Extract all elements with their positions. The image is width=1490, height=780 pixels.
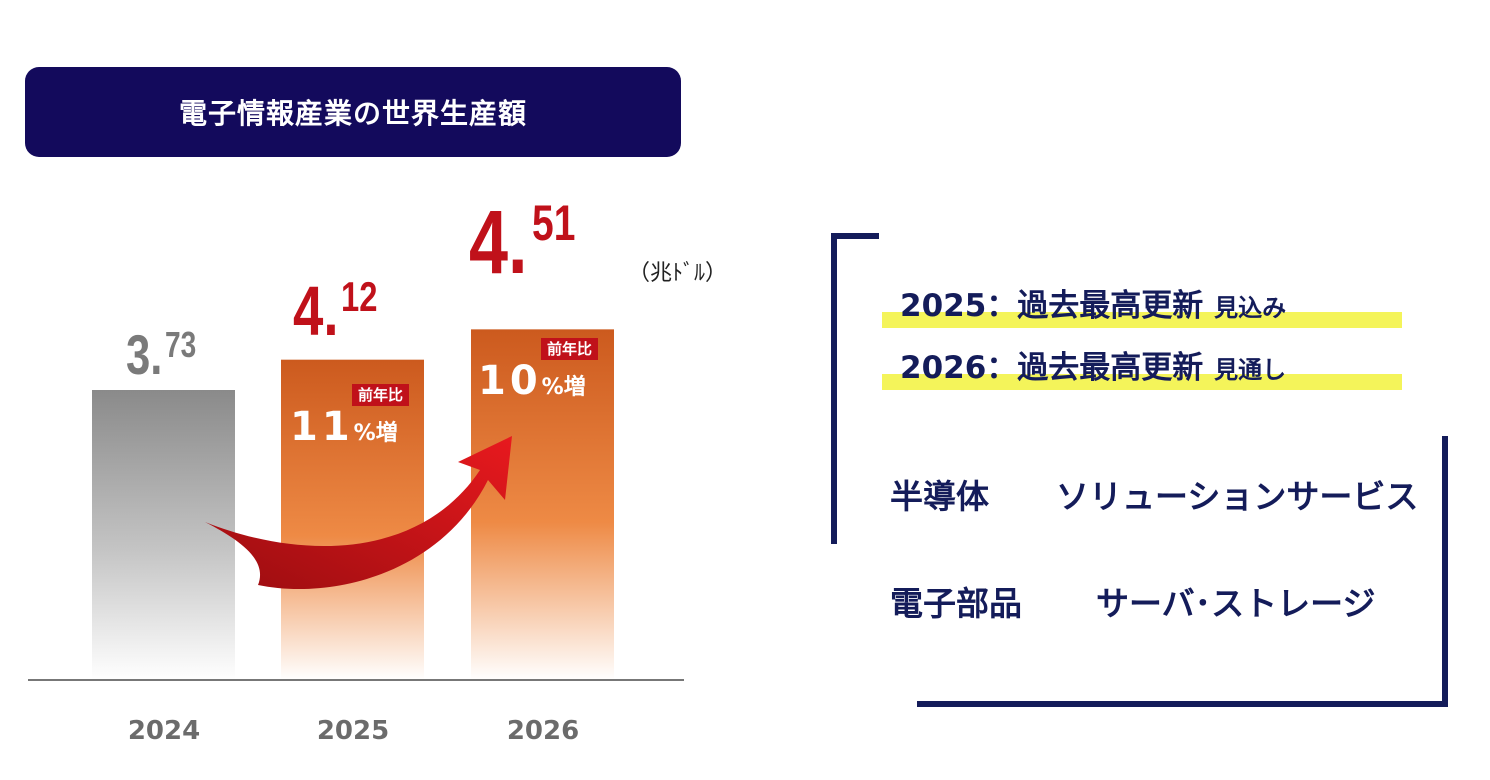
bracket-left-vertical (831, 233, 837, 544)
highlight-2026: 2026：過去最高更新 見通し (882, 342, 1402, 392)
value-label-2024: 3.73 (126, 327, 205, 383)
value-label-dec: 12 (341, 273, 378, 320)
bar-2025 (281, 359, 424, 680)
highlight-marker (882, 312, 1402, 328)
bar-chart (28, 329, 684, 681)
unit-label: （兆ﾄﾞﾙ） (628, 261, 728, 286)
value-label-int: 3. (126, 323, 163, 386)
x-tick-label-2024: 2024 (127, 716, 201, 746)
growth-unit: %増 (353, 421, 398, 446)
growth-text-2025: 11%増 (290, 404, 398, 450)
value-label-dec: 73 (164, 324, 196, 365)
field-semiconductor: 半導体 (890, 477, 989, 516)
growth-badge-2025: 前年比 (352, 384, 410, 406)
highlight-suffix: 見通し (1214, 356, 1287, 384)
bracket-right-vertical (1442, 436, 1448, 707)
highlight-main-text: 2026：過去最高更新 (900, 350, 1204, 386)
highlight-2025: 2025：過去最高更新 見込み (882, 280, 1402, 330)
bar-2026 (471, 329, 614, 680)
highlight-main-text: 2025：過去最高更新 (900, 288, 1204, 324)
growth-number: 10 (478, 358, 542, 404)
highlight-suffix: 見込み (1214, 294, 1287, 322)
field-solution-services: ソリューションサービス (1056, 477, 1419, 516)
value-label-2026: 4.51 (469, 198, 588, 288)
growth-number: 11 (290, 404, 354, 450)
field-server-storage: サーバ･ストレージ (1096, 584, 1376, 623)
growth-unit: %増 (541, 375, 586, 400)
bar-2024 (92, 390, 235, 680)
growth-badge-2026: 前年比 (541, 338, 599, 360)
bracket-right-bottom (917, 701, 1448, 707)
value-label-2025: 4.12 (293, 272, 388, 350)
field-row-2: 電子部品 サーバ･ストレージ (890, 577, 1376, 625)
field-electronic-components: 電子部品 (890, 584, 1022, 623)
value-label-int: 4. (469, 193, 528, 293)
growth-text-2026: 10%増 (478, 358, 586, 404)
x-tick-label-2026: 2026 (506, 716, 580, 746)
field-row-1: 半導体 ソリューションサービス (890, 470, 1418, 518)
chart-title: 電子情報産業の世界生産額 (178, 97, 527, 130)
value-label-dec: 51 (532, 195, 576, 251)
chart-title-bar: 電子情報産業の世界生産額 (25, 67, 681, 157)
x-tick-label-2025: 2025 (316, 716, 390, 746)
bracket-left-top (831, 233, 879, 239)
value-label-int: 4. (293, 272, 339, 350)
highlight-marker (882, 374, 1402, 390)
growth-arrow-icon (205, 436, 512, 590)
